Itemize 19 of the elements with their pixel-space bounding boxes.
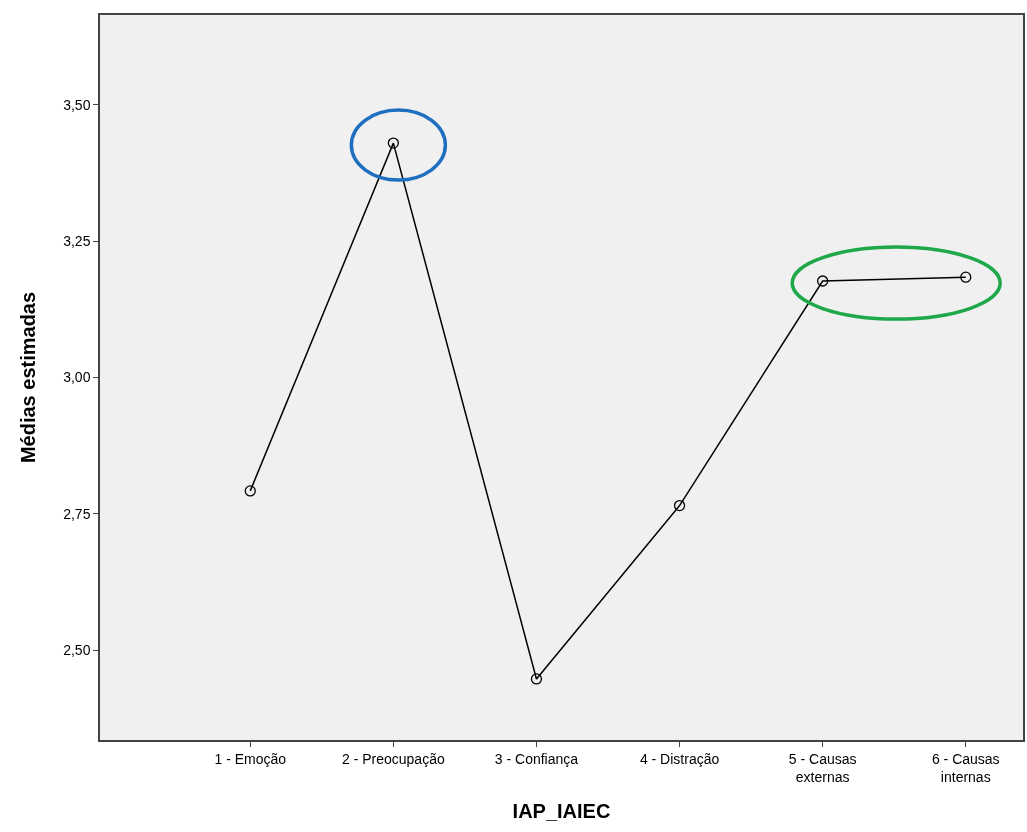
x-tick-label: 4 - Distração: [639, 750, 720, 767]
x-tick-label: 3 - Confiança: [494, 750, 579, 767]
point: [960, 271, 972, 283]
point: [817, 275, 829, 287]
point: [244, 485, 256, 497]
x-axis-title: IAP_IAIEC: [512, 799, 611, 822]
point: [387, 137, 400, 149]
x-tick-label: 6 - Causas internas: [931, 750, 1000, 785]
point: [673, 499, 686, 512]
y-tick-label: 2,50: [63, 641, 91, 658]
y-tick-label: 3,50: [63, 96, 91, 113]
y-axis-title: Médias estimadas: [17, 291, 40, 464]
y-tick-label: 2,75: [63, 505, 91, 522]
x-tick-label: 1 - Emoção: [214, 750, 287, 767]
x-tick-label: 2 - Preocupação: [341, 750, 445, 767]
y-tick-label: 3,00: [63, 369, 91, 386]
point: [530, 673, 543, 685]
x-tick-label: 5 - Causas externas: [788, 750, 857, 785]
y-tick-label: 3,25: [63, 233, 91, 250]
